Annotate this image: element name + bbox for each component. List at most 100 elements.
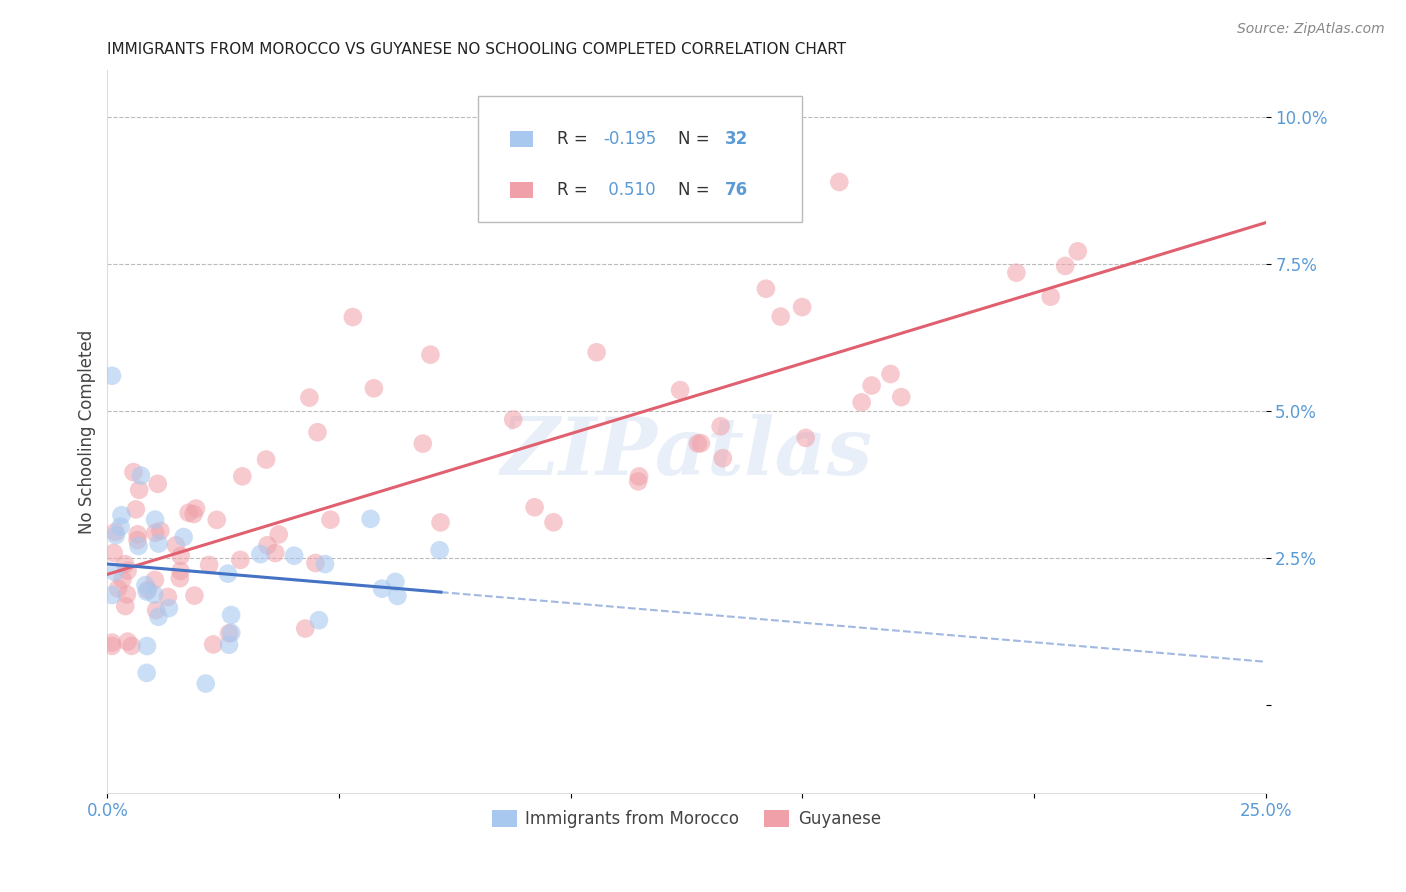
Point: [307, 425, 329, 440]
Point: [101, 588, 124, 602]
Point: [283, 549, 305, 563]
Point: [254, 452, 277, 467]
Text: -0.195: -0.195: [603, 129, 657, 148]
Point: [319, 513, 342, 527]
Point: [156, 590, 179, 604]
Point: [851, 395, 873, 409]
Point: [111, 572, 134, 586]
Point: [627, 475, 650, 489]
Point: [879, 367, 901, 381]
Point: [363, 381, 385, 395]
Point: [890, 390, 912, 404]
Point: [114, 599, 136, 613]
Point: [267, 527, 290, 541]
Point: [101, 639, 124, 653]
Point: [412, 436, 434, 450]
FancyBboxPatch shape: [510, 131, 533, 146]
Point: [543, 516, 565, 530]
Text: Source: ZipAtlas.com: Source: ZipAtlas.com: [1237, 22, 1385, 37]
Point: [256, 538, 278, 552]
Point: [342, 310, 364, 324]
Legend: Immigrants from Morocco, Guyanese: Immigrants from Morocco, Guyanese: [485, 804, 887, 835]
Point: [122, 465, 145, 479]
Point: [628, 469, 651, 483]
Point: [205, 513, 228, 527]
Point: [229, 553, 252, 567]
Text: R =: R =: [557, 181, 593, 199]
Point: [387, 589, 409, 603]
Point: [169, 571, 191, 585]
Point: [755, 282, 778, 296]
Point: [711, 451, 734, 466]
Point: [219, 607, 242, 622]
Point: [117, 634, 139, 648]
Point: [101, 368, 124, 383]
Point: [308, 613, 330, 627]
Text: ZIPatlas: ZIPatlas: [501, 415, 873, 492]
Point: [217, 566, 239, 581]
Point: [146, 476, 169, 491]
Point: [136, 582, 159, 597]
FancyBboxPatch shape: [510, 182, 533, 198]
Point: [135, 584, 157, 599]
Point: [314, 557, 336, 571]
Point: [304, 556, 326, 570]
Text: 32: 32: [724, 129, 748, 148]
Point: [128, 483, 150, 497]
Text: 0.510: 0.510: [603, 181, 655, 199]
Point: [121, 639, 143, 653]
Point: [148, 536, 170, 550]
Point: [828, 175, 851, 189]
Point: [218, 626, 240, 640]
Point: [371, 582, 394, 596]
Point: [294, 622, 316, 636]
Y-axis label: No Schooling Completed: No Schooling Completed: [79, 329, 96, 533]
Point: [149, 524, 172, 538]
Point: [1005, 266, 1028, 280]
Point: [134, 578, 156, 592]
Text: N =: N =: [678, 129, 716, 148]
Point: [104, 528, 127, 542]
Text: 76: 76: [724, 181, 748, 199]
Point: [194, 676, 217, 690]
Point: [264, 546, 287, 560]
Point: [169, 564, 191, 578]
Point: [148, 609, 170, 624]
Point: [769, 310, 792, 324]
Text: R =: R =: [557, 129, 593, 148]
Point: [219, 625, 242, 640]
Point: [298, 391, 321, 405]
Point: [127, 527, 149, 541]
Point: [860, 378, 883, 392]
Point: [249, 547, 271, 561]
FancyBboxPatch shape: [478, 95, 803, 222]
Point: [790, 300, 813, 314]
Point: [710, 419, 733, 434]
Point: [360, 512, 382, 526]
Point: [523, 500, 546, 515]
Point: [110, 508, 132, 523]
Point: [1054, 259, 1077, 273]
Point: [1039, 290, 1062, 304]
Point: [429, 543, 451, 558]
Point: [231, 469, 253, 483]
Text: IMMIGRANTS FROM MOROCCO VS GUYANESE NO SCHOOLING COMPLETED CORRELATION CHART: IMMIGRANTS FROM MOROCCO VS GUYANESE NO S…: [107, 42, 846, 57]
Point: [585, 345, 607, 359]
Point: [419, 348, 441, 362]
Point: [184, 501, 207, 516]
Point: [114, 557, 136, 571]
Point: [143, 513, 166, 527]
Point: [145, 603, 167, 617]
Point: [117, 564, 139, 578]
Text: N =: N =: [678, 181, 716, 199]
Point: [135, 665, 157, 680]
Point: [794, 431, 817, 445]
Point: [502, 412, 524, 426]
Point: [384, 574, 406, 589]
Point: [157, 601, 180, 615]
Point: [127, 539, 149, 553]
Point: [429, 516, 451, 530]
Point: [686, 436, 709, 450]
Point: [104, 565, 127, 579]
Point: [218, 638, 240, 652]
